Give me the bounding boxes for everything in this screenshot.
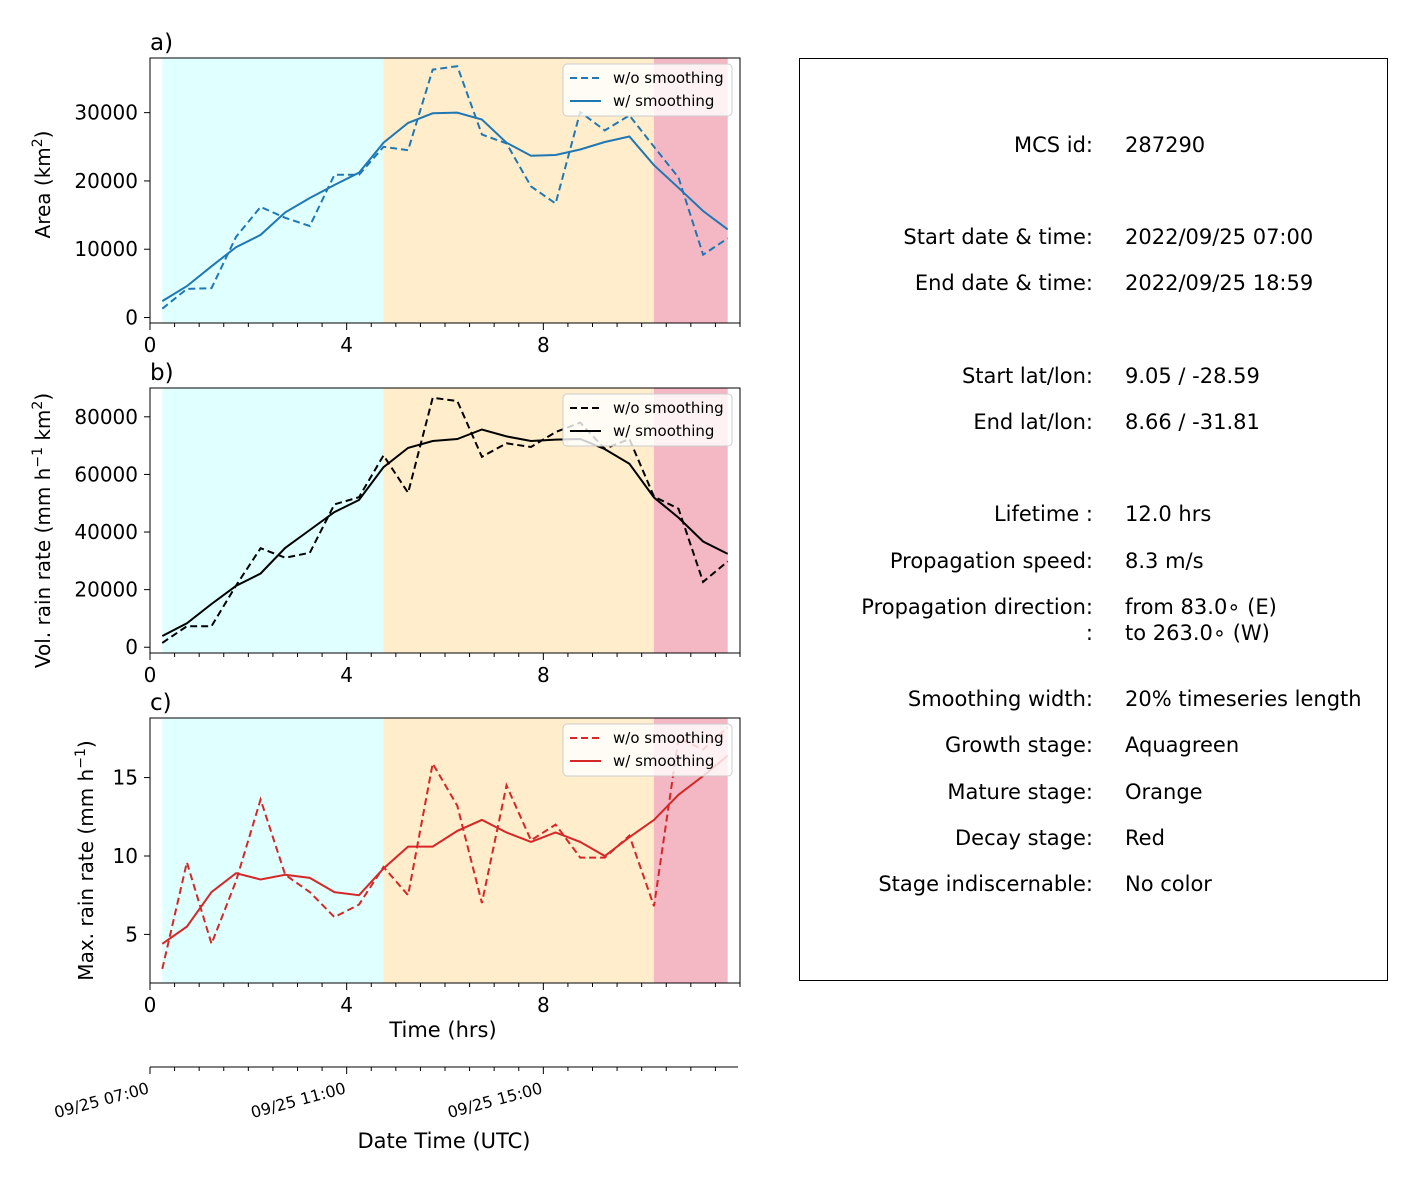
y-tick-label: 80000: [74, 405, 138, 429]
info-label: Stage indiscernable:: [878, 872, 1093, 896]
y-tick-label: 20000: [74, 169, 138, 193]
info-value: from 83.0∘ (E): [1125, 595, 1277, 619]
info-value: Red: [1125, 826, 1165, 850]
growth-stage-band: [162, 58, 384, 323]
growth-stage-band: [162, 718, 384, 983]
x-tick-label: 4: [340, 333, 353, 357]
info-label: End date & time:: [914, 271, 1093, 295]
y-tick-label: 30000: [74, 101, 138, 125]
raw-series-line: [161, 726, 729, 970]
datetime-axis-label: Date Time (UTC): [358, 1129, 531, 1153]
y-label-superscript: −1: [73, 748, 89, 769]
x-tick-label: 0: [144, 333, 157, 357]
x-tick-label: 8: [537, 993, 550, 1017]
x-tick-label: 0: [144, 993, 157, 1017]
y-label-text: km: [31, 410, 55, 447]
panel-label: b): [150, 360, 174, 386]
info-value: to 263.0∘ (W): [1125, 621, 1270, 645]
y-tick-label: 15: [113, 766, 138, 790]
y-label-text: ): [31, 393, 55, 401]
panel-a: 0 10000 20000 30000 0 4 8 a) Area (km2) w/o smoot…: [30, 30, 741, 357]
legend-box: [562, 393, 733, 447]
growth-stage-band: [162, 388, 384, 653]
info-value: Aquagreen: [1125, 733, 1240, 757]
legend-box: [562, 63, 733, 117]
info-value: No color: [1125, 872, 1212, 896]
info-label: Growth stage:: [944, 733, 1093, 757]
y-tick-label: 60000: [74, 462, 138, 486]
y-label-text: Max. rain rate (mm h: [74, 769, 98, 981]
legend-label: w/o smoothing: [613, 729, 724, 747]
smoothed-series-line: [161, 111, 729, 302]
info-value: 2022/09/25 18:59: [1125, 271, 1314, 295]
panel-label: a): [150, 30, 173, 56]
y-label-text: ): [74, 740, 98, 748]
info-value: Orange: [1125, 780, 1203, 804]
info-value: 20% timeseries length: [1125, 687, 1362, 711]
y-axis-label: Area (km2): [30, 131, 55, 239]
panel-c: 5 10 15 0 4 8 c) Max. rain rate (mm h−1) w/o smo…: [73, 690, 741, 1042]
y-label-text: ): [31, 131, 55, 139]
legend-label: w/o smoothing: [613, 399, 724, 417]
info-value: 8.3 m/s: [1125, 549, 1204, 573]
y-axis-label: Vol. rain rate (mm h−1 km2): [30, 393, 55, 668]
y-label-superscript: −1: [30, 447, 46, 468]
smoothed-series-line: [161, 428, 729, 637]
datetime-tick-label: 09/25 07:00: [52, 1079, 151, 1123]
y-tick-label: 10000: [74, 237, 138, 261]
x-tick-label: 8: [537, 333, 550, 357]
datetime-tick-label: 09/25 15:00: [445, 1079, 544, 1123]
y-tick-label: 20000: [74, 578, 138, 602]
datetime-tick-label: 09/25 11:00: [249, 1079, 348, 1123]
info-value: 12.0 hrs: [1125, 502, 1212, 526]
legend-label: w/ smoothing: [613, 752, 714, 770]
y-tick-label: 0: [125, 306, 138, 330]
x-axis-label: Time (hrs): [388, 1018, 496, 1042]
y-label-superscript: 2: [30, 138, 46, 147]
info-value: 287290: [1125, 133, 1206, 157]
datetime-axis: 09/25 07:00 09/25 11:00 09/25 15:00 Date Ti…: [52, 1066, 738, 1153]
y-tick-label: 40000: [74, 520, 138, 544]
y-label-text: Area (km: [31, 147, 55, 238]
mcs-info-panel: MCS id: 287290 Start date & time: 2022/09/2…: [799, 58, 1388, 981]
info-value: 8.66 / -31.81: [1125, 410, 1260, 434]
panel-label: c): [150, 690, 172, 716]
info-label: MCS id:: [1013, 133, 1093, 157]
info-label: Mature stage:: [947, 780, 1093, 804]
y-label-text: Vol. rain rate (mm h: [31, 468, 55, 669]
y-label-superscript: 2: [30, 401, 46, 410]
info-value: 2022/09/25 07:00: [1125, 225, 1314, 249]
info-label: Lifetime :: [993, 502, 1093, 526]
info-value: 9.05 / -28.59: [1125, 364, 1260, 388]
x-tick-label: 4: [340, 663, 353, 687]
y-tick-label: 0: [125, 635, 138, 659]
info-label: Start lat/lon:: [961, 364, 1093, 388]
info-label: End lat/lon:: [973, 410, 1093, 434]
legend-label: w/ smoothing: [613, 422, 714, 440]
info-label: Start date & time:: [903, 225, 1093, 249]
legend-label: w/o smoothing: [613, 69, 724, 87]
panel-b: 0 20000 40000 60000 80000 0 4 8 b) Vol. rain rate…: [30, 360, 741, 687]
x-tick-label: 0: [144, 663, 157, 687]
y-axis-label: Max. rain rate (mm h−1): [73, 740, 98, 980]
legend-label: w/ smoothing: [613, 92, 714, 110]
info-label: Propagation speed:: [889, 549, 1093, 573]
x-tick-label: 8: [537, 663, 550, 687]
legend-box: [562, 723, 733, 777]
x-tick-label: 4: [340, 993, 353, 1017]
info-label: :: [1085, 621, 1093, 645]
smoothed-series-line: [161, 754, 729, 945]
info-label: Smoothing width:: [907, 687, 1093, 711]
y-tick-label: 5: [125, 922, 138, 946]
raw-series-line: [161, 65, 729, 310]
y-tick-label: 10: [113, 844, 138, 868]
info-label: Propagation direction:: [861, 595, 1093, 619]
info-label: Decay stage:: [955, 826, 1093, 850]
